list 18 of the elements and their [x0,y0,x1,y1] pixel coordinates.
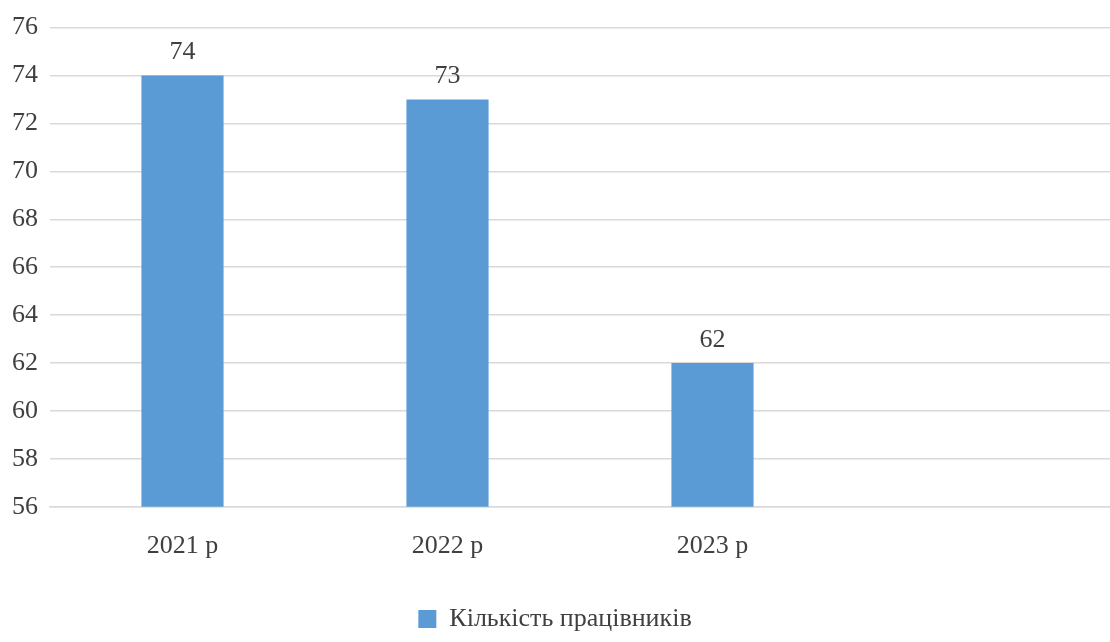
legend-label: Кількість працівників [449,602,692,632]
y-tick-label: 68 [12,203,38,233]
y-tick-label: 74 [12,59,38,89]
x-tick-label: 2023 р [676,530,749,560]
x-tick-label: 2021 р [146,530,219,560]
data-label: 74 [169,36,196,66]
y-tick-label: 76 [12,11,38,41]
y-tick-label: 66 [12,251,38,281]
y-tick-label: 64 [12,298,38,328]
y-tick-label: 62 [12,346,38,376]
y-tick-label: 72 [12,107,38,137]
y-tick-label: 60 [12,394,38,424]
data-label: 73 [434,60,461,90]
y-tick-label: 58 [12,442,38,472]
x-tick-label: 2022 р [411,530,484,560]
data-label: 62 [699,323,726,353]
y-tick-label: 56 [12,490,38,520]
y-tick-label: 70 [12,155,38,185]
